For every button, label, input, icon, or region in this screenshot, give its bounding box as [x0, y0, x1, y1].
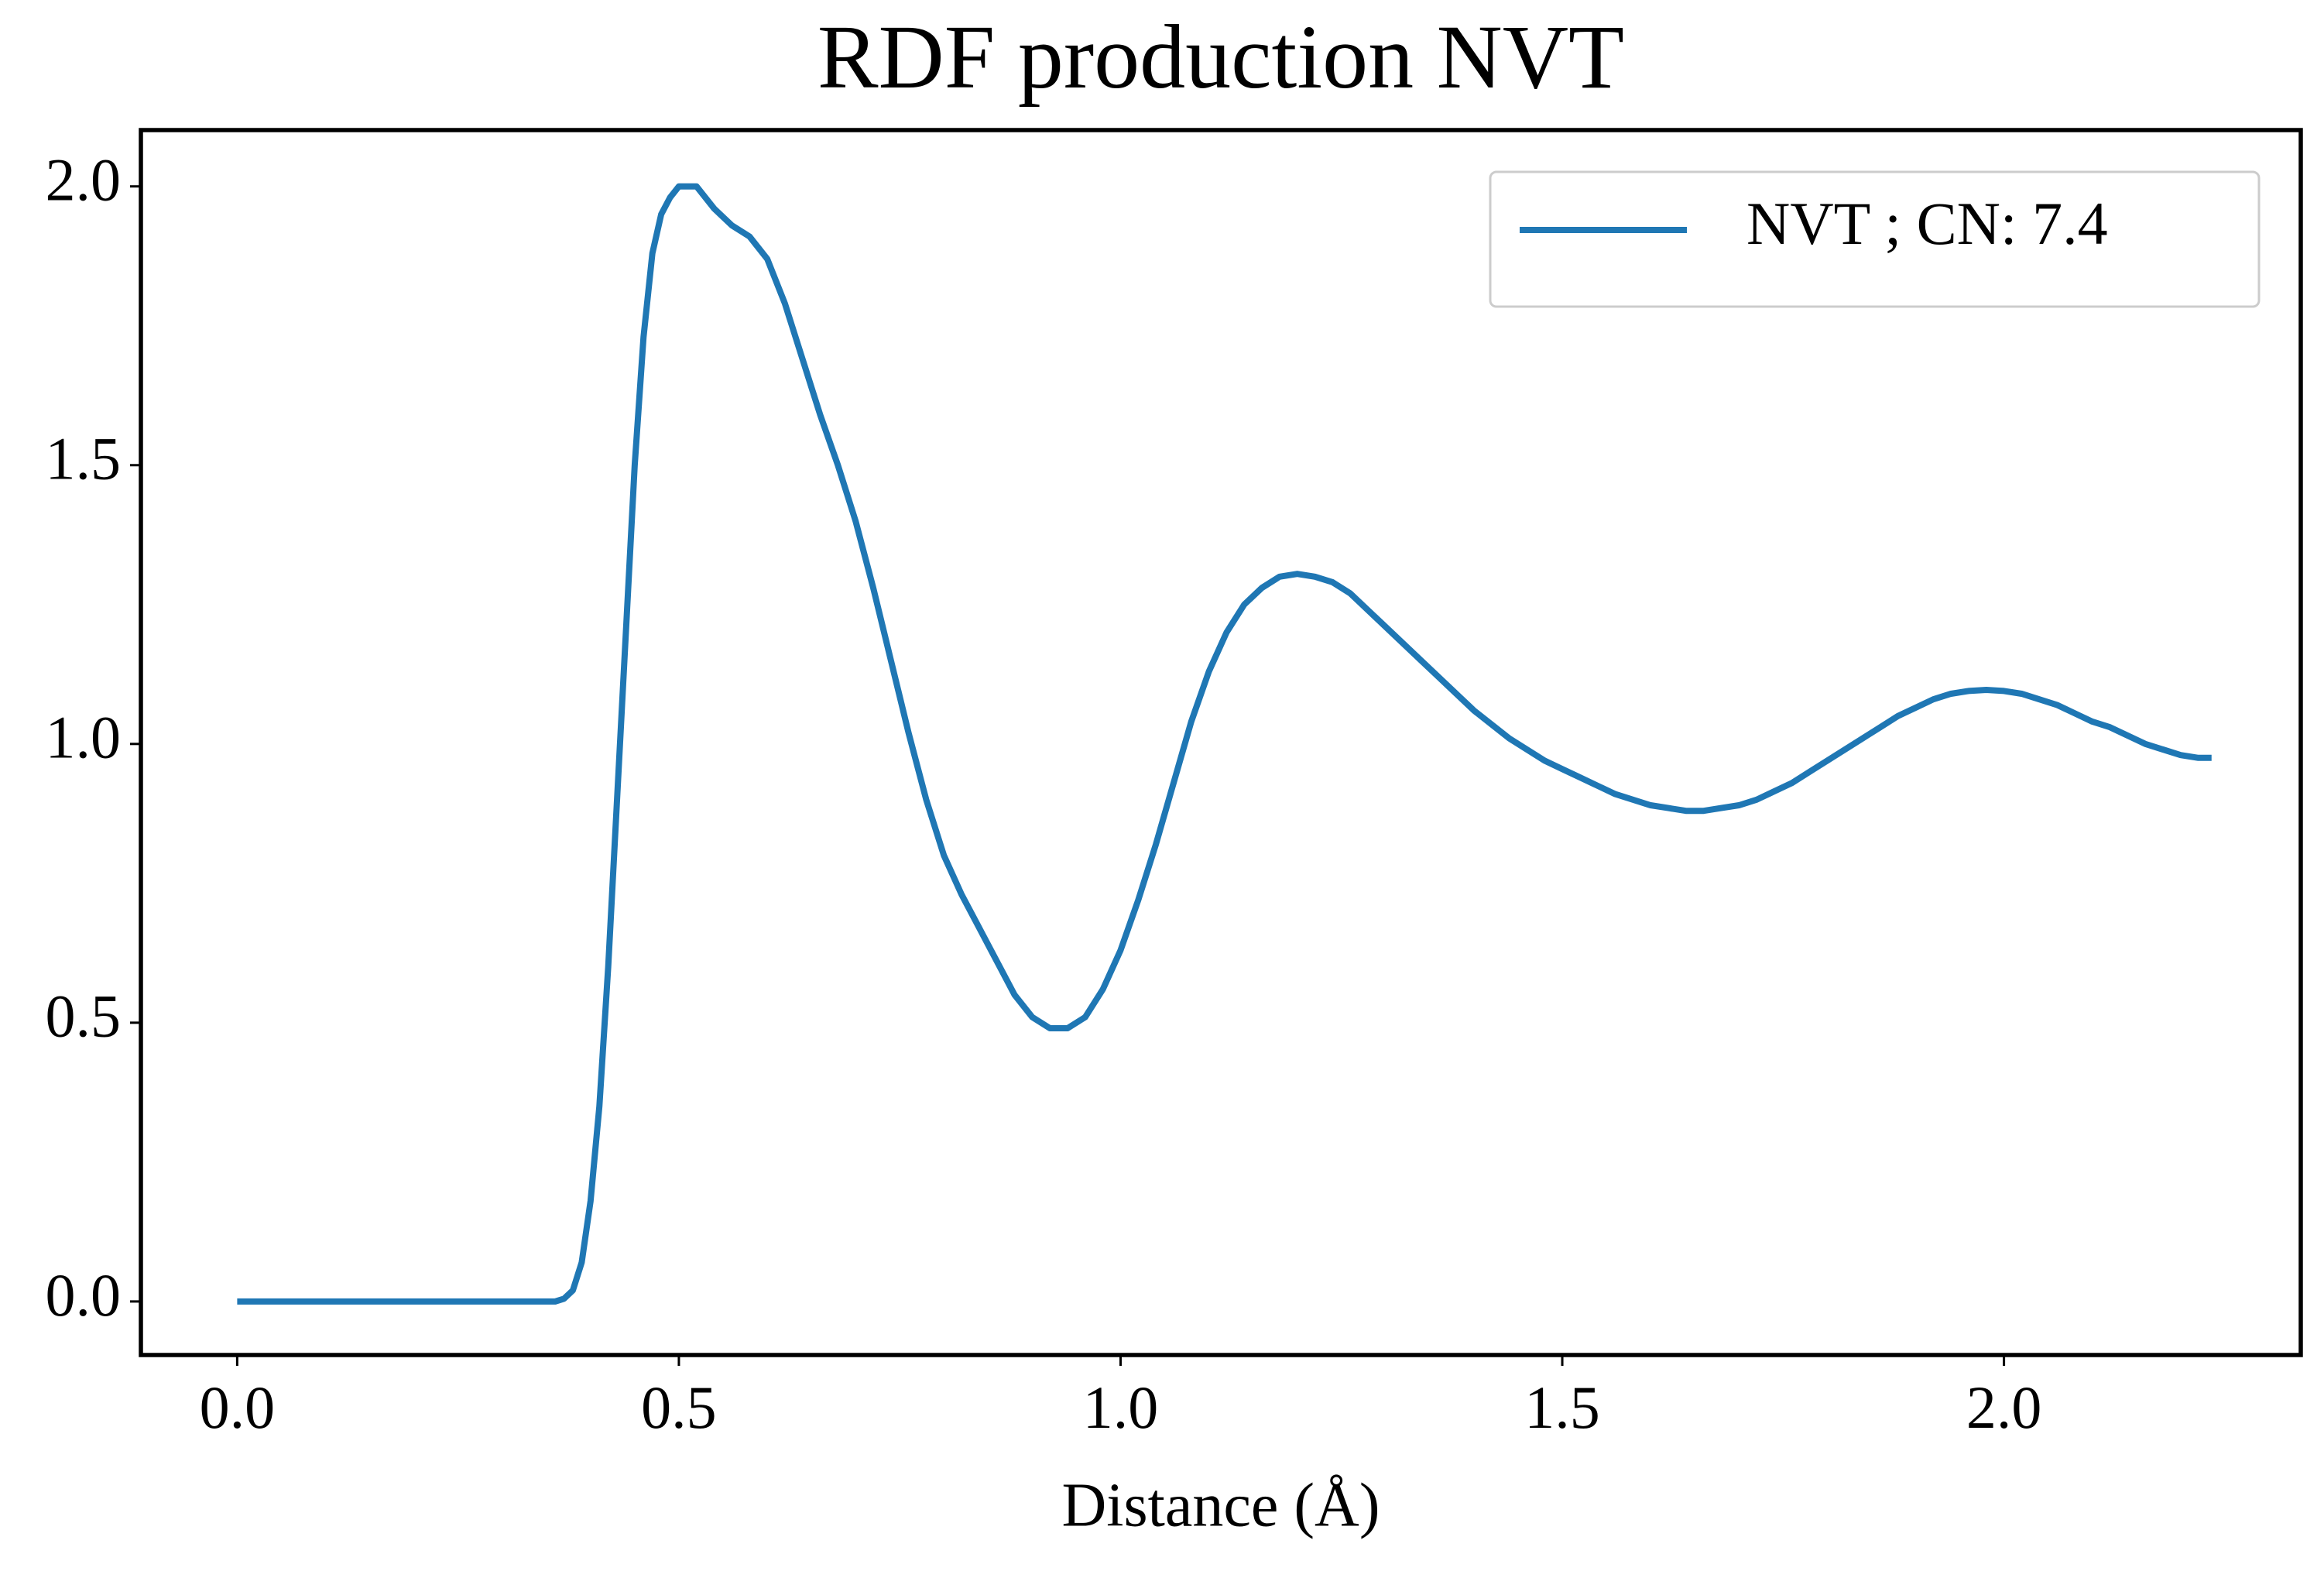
- x-tick-label: 0.0: [200, 1374, 276, 1441]
- x-tick-label: 1.0: [1083, 1374, 1159, 1441]
- legend-box: [1489, 170, 2261, 308]
- x-axis-label: Distance (Å): [1062, 1471, 1380, 1539]
- x-tick-label: 2.0: [1966, 1374, 2042, 1441]
- data-line: [237, 183, 2212, 1305]
- y-tick-label: 0.0: [46, 1261, 122, 1329]
- y-tick-label: 1.0: [46, 704, 122, 771]
- y-tick-label: 2.0: [46, 146, 122, 214]
- legend-label: NVT ; CN: 7.4: [1746, 190, 2108, 257]
- plot-frame: [139, 128, 2303, 1357]
- y-tick-label: 1.5: [46, 425, 122, 492]
- x-tick-label: 0.5: [641, 1374, 717, 1441]
- chart-title: RDF production NVT: [818, 6, 1624, 108]
- x-tick-label: 1.5: [1524, 1374, 1600, 1441]
- y-tick-label: 0.5: [46, 983, 122, 1050]
